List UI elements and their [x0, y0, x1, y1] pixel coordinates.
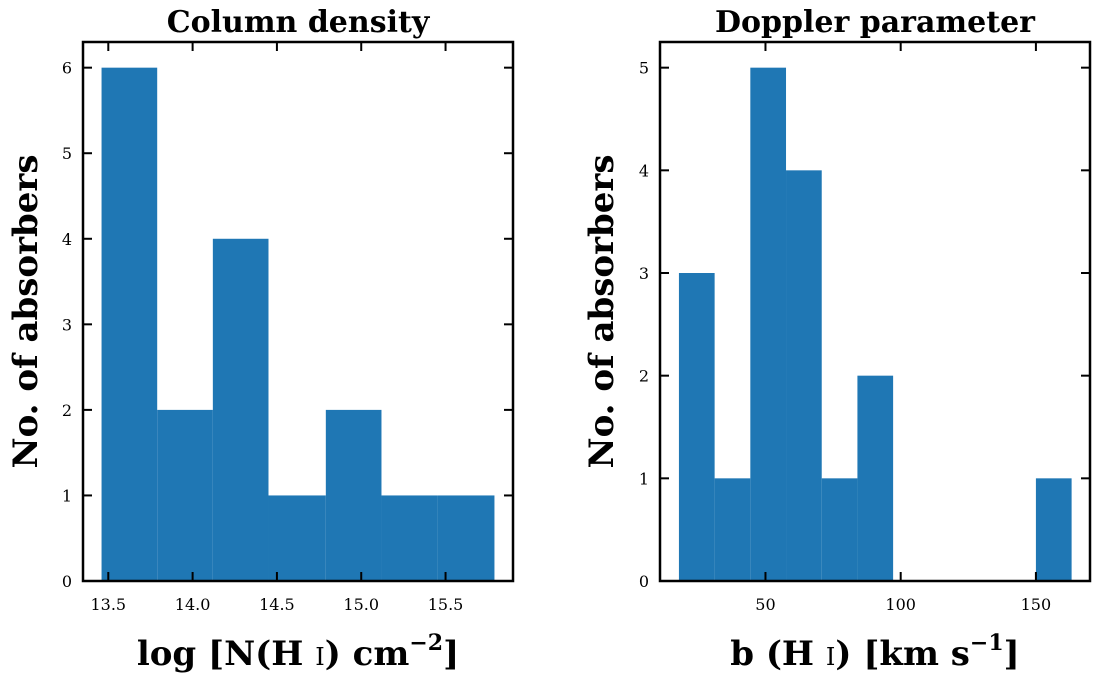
- histogram-bar: [714, 478, 751, 581]
- y-tick-label: 4: [639, 161, 649, 180]
- histogram-bar: [268, 495, 326, 581]
- y-tick-label: 3: [62, 315, 72, 334]
- histogram-bar: [437, 495, 495, 581]
- y-axis-label: No. of absorbers: [6, 155, 46, 469]
- panel-1: 13.5 14.0 14.5 15.0 15.5 0 1 2 3 4 5 6 Column densit…: [6, 5, 515, 674]
- y-tick-label: 1: [639, 469, 649, 488]
- histogram-bar: [381, 495, 438, 581]
- chart-title: Doppler parameter: [715, 5, 1036, 40]
- histogram-bar: [786, 170, 822, 582]
- y-tick-label: 5: [639, 59, 649, 78]
- y-tick-label: 3: [639, 264, 649, 283]
- y-tick-label: 0: [639, 572, 649, 591]
- x-tick-label: 15.5: [428, 595, 464, 614]
- histogram-bar: [157, 409, 213, 581]
- x-tick-label: 100: [885, 595, 916, 614]
- histogram-bar: [750, 67, 787, 581]
- y-tick-label: 0: [62, 572, 72, 591]
- y-tick-label: 2: [639, 367, 649, 386]
- x-axis-label: b (H I) [km s−1]: [730, 630, 1020, 674]
- plot-frame: [81, 40, 515, 583]
- x-tick-label: 150: [1021, 595, 1052, 614]
- panel-2: 50 100 150 0 1 2 3 4 5 Doppler parameter b (H I) […: [582, 5, 1092, 674]
- y-tick-label: 1: [62, 486, 72, 505]
- y-axis-label: No. of absorbers: [582, 155, 622, 469]
- histogram-bar: [212, 238, 269, 581]
- histogram-bar: [821, 478, 858, 581]
- y-tick-label: 6: [62, 59, 72, 78]
- plot-frame: [658, 40, 1092, 583]
- x-tick-label: 50: [755, 595, 775, 614]
- y-tick-label: 4: [62, 230, 72, 249]
- histogram-bar: [857, 375, 894, 581]
- x-axis-label: log [N(H I) cm−2]: [137, 630, 459, 674]
- x-tick-label: 15.0: [343, 595, 379, 614]
- histogram-bar: [325, 409, 382, 581]
- histogram-bar: [1035, 478, 1072, 581]
- y-tick-label: 2: [62, 401, 72, 420]
- y-tick-label: 5: [62, 144, 72, 163]
- x-tick-label: 13.5: [90, 595, 126, 614]
- histogram-bar: [678, 273, 715, 581]
- histogram-bar: [101, 67, 158, 581]
- x-tick-label: 14.0: [175, 595, 211, 614]
- chart-title: Column density: [167, 5, 431, 40]
- x-tick-label: 14.5: [259, 595, 295, 614]
